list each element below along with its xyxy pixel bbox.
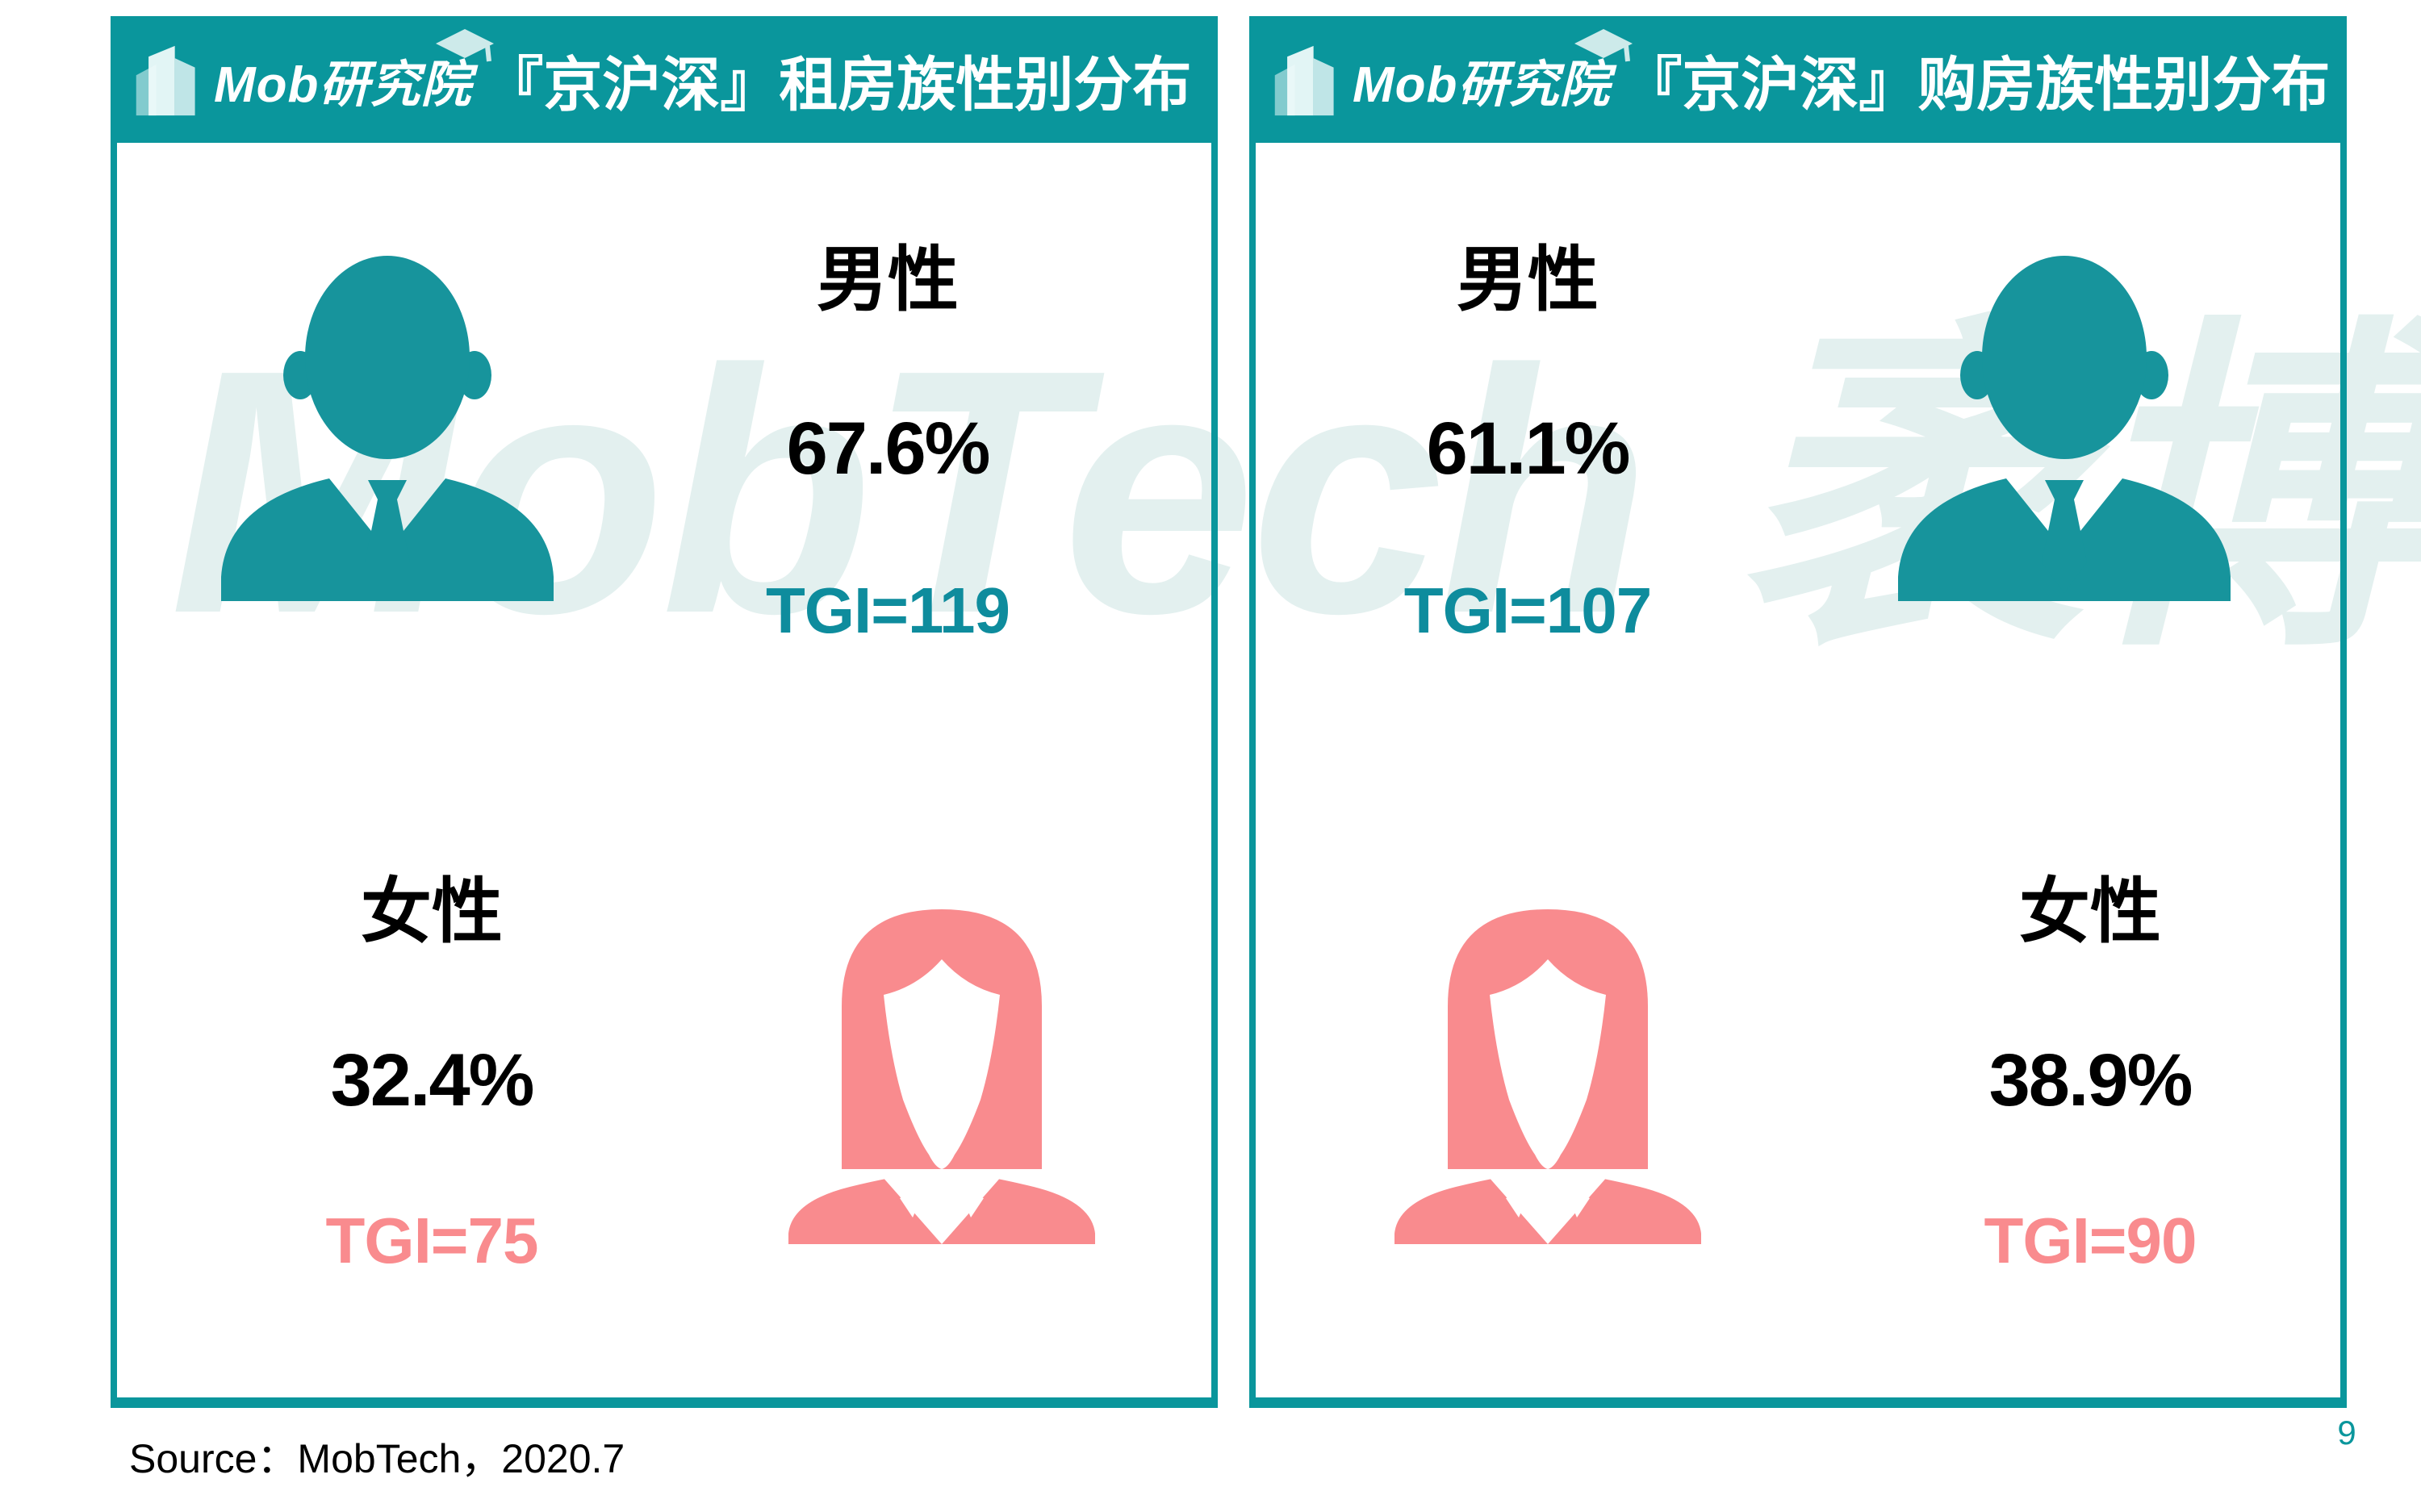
panel-header: Mob研究院 『京沪深』购房族性别分布 [1249,16,2347,143]
mob-logo: Mob研究院 [214,28,495,116]
female-person-icon [788,909,1095,1244]
female-tgi: TGI=90 [1984,1205,2197,1276]
panel-title: 『京沪深』购房族性别分布 [1623,52,2331,118]
female-label: 女性 [2018,871,2161,951]
panel-header: Mob研究院 『京沪深』租房族性别分布 [111,16,1218,143]
female-percent: 32.4% [330,1039,535,1121]
mob-logo-building-icon [1274,45,1334,115]
male-person-icon [221,256,554,601]
graduation-cap-icon [436,28,495,61]
male-label: 男性 [816,240,959,320]
male-percent: 61.1% [1426,407,1631,490]
female-percent: 38.9% [1988,1039,2193,1121]
female-tgi: TGI=75 [325,1205,538,1276]
male-person-icon [1898,256,2231,601]
source-text: Source：MobTech，2020.7 [129,1436,625,1481]
graduation-cap-icon [1574,28,1633,61]
male-label: 男性 [1456,240,1599,320]
panel-renters: Mob研究院 『京沪深』租房族性别分布 男性 67.6% TGI=119 女性 … [111,16,1218,1408]
female-person-icon [1394,909,1701,1244]
male-percent: 67.6% [786,407,991,490]
panel-buyers: Mob研究院 『京沪深』购房族性别分布 男性 61.1% TGI=107 女 [1249,16,2347,1408]
page-number: 9 [2337,1414,2356,1451]
female-label: 女性 [360,871,503,951]
mob-logo-text: Mob研究院 [214,56,472,113]
mob-logo-building-icon [136,45,195,115]
panel-title: 『京沪深』租房族性别分布 [484,52,1192,118]
mob-logo: Mob研究院 [1353,28,1633,116]
male-tgi: TGI=107 [1403,574,1653,646]
male-tgi: TGI=119 [765,574,1010,646]
mob-logo-text: Mob研究院 [1353,56,1611,113]
